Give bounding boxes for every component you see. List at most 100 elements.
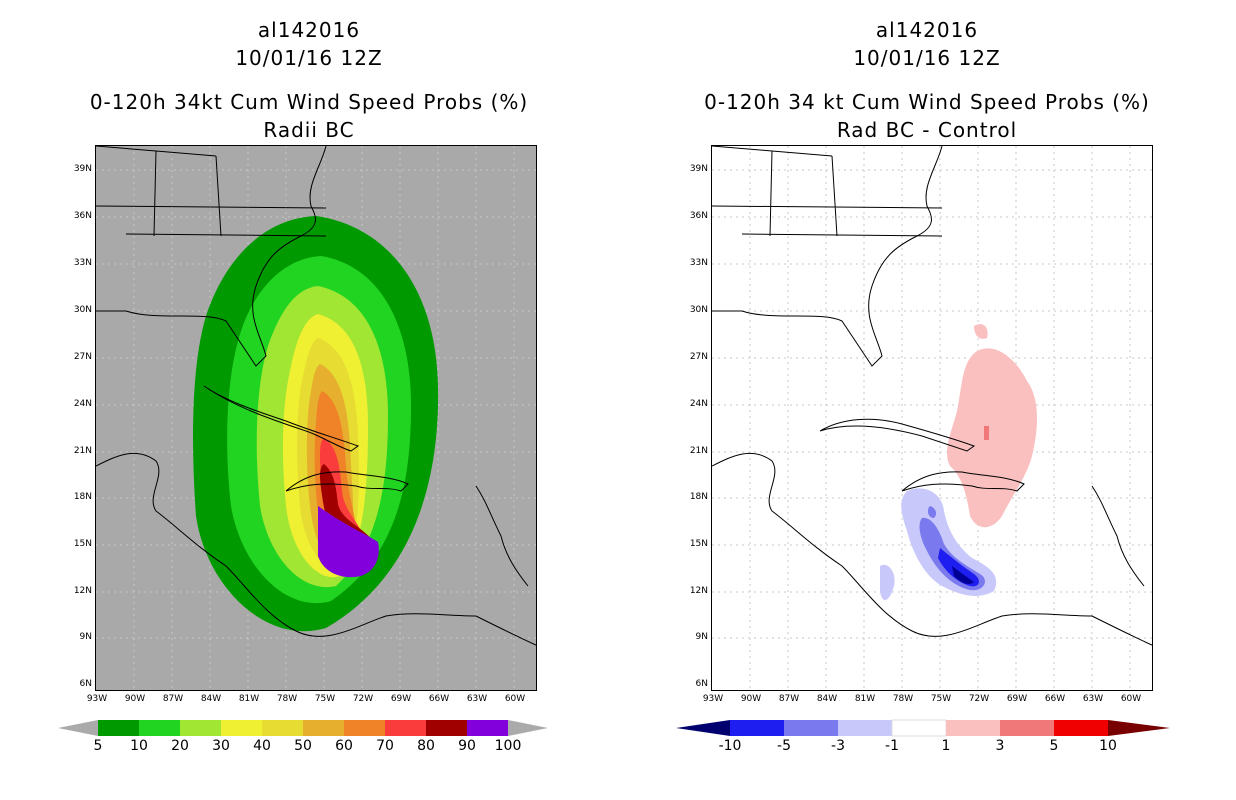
lat-label: 30N: [73, 305, 92, 315]
lon-label: 75W: [314, 694, 336, 704]
lat-label: 39N: [73, 164, 92, 174]
right-colorbar-swatch: [838, 720, 892, 736]
left-coastlines: [96, 146, 536, 646]
lon-label: 69W: [1006, 694, 1028, 704]
lon-label: 78W: [892, 694, 914, 704]
lon-label: 72W: [968, 694, 990, 704]
left-colorbar-label: 30: [212, 738, 230, 754]
left-storm-id: al142016: [257, 18, 361, 42]
lat-label: 6N: [79, 679, 92, 689]
left-datetime: 10/01/16 12Z: [235, 46, 383, 70]
lon-label: 60W: [504, 694, 526, 704]
lon-label: 72W: [352, 694, 374, 704]
right-colorbar-label: 1: [941, 738, 951, 754]
right-colorbar-label: -5: [777, 738, 791, 754]
lon-label: 66W: [1044, 694, 1066, 704]
lon-label: 81W: [854, 694, 876, 704]
right-colorbar-swatch: [1000, 720, 1054, 736]
lat-label: 36N: [689, 211, 708, 221]
lon-label: 90W: [124, 694, 146, 704]
lon-label: 63W: [1082, 694, 1104, 704]
right-colorbar-label: -10: [718, 738, 742, 754]
left-colorbar-high-arrow: [508, 720, 548, 736]
lat-label: 12N: [689, 586, 708, 596]
left-colorbar-swatch: [385, 720, 426, 736]
left-colorbar-label: 90: [458, 738, 476, 754]
left-colorbar-label: 10: [130, 738, 148, 754]
right-colorbar-swatch: [891, 719, 947, 737]
lat-label: 27N: [689, 352, 708, 362]
left-colorbar-swatch: [139, 720, 180, 736]
right-colorbar: [676, 719, 1170, 737]
lat-label: 33N: [689, 258, 708, 268]
right-colorbar-swatch: [730, 720, 784, 736]
lon-label: 93W: [702, 694, 724, 704]
lat-label: 9N: [79, 632, 92, 642]
left-probability-contours: [193, 216, 439, 632]
right-colorbar-label: -1: [885, 738, 899, 754]
left-colorbar-swatch: [262, 720, 303, 736]
lat-label: 18N: [73, 492, 92, 502]
lat-label: 27N: [73, 352, 92, 362]
left-colorbar-low-arrow: [58, 720, 98, 736]
lat-label: 15N: [73, 539, 92, 549]
left-map: [95, 145, 537, 691]
lon-label: 87W: [778, 694, 800, 704]
right-colorbar-swatch: [784, 720, 838, 736]
lon-label: 87W: [162, 694, 184, 704]
lat-label: 36N: [73, 211, 92, 221]
right-colorbar-label: 10: [1099, 738, 1117, 754]
right-colorbar-high-arrow: [1108, 720, 1170, 736]
lat-label: 21N: [689, 446, 708, 456]
left-colorbar-label: 70: [376, 738, 394, 754]
lon-label: 90W: [740, 694, 762, 704]
lon-label: 81W: [238, 694, 260, 704]
left-colorbar-label: 50: [294, 738, 312, 754]
lat-label: 6N: [695, 679, 708, 689]
lon-label: 93W: [86, 694, 108, 704]
left-colorbar-label: 100: [494, 738, 522, 754]
lon-label: 75W: [930, 694, 952, 704]
lat-label: 30N: [689, 305, 708, 315]
left-subtitle: Radii BC: [263, 118, 355, 142]
left-colorbar-swatch: [98, 720, 139, 736]
lat-label: 24N: [689, 399, 708, 409]
lat-label: 33N: [73, 258, 92, 268]
right-colorbar-label: 5: [1049, 738, 1059, 754]
right-map: [711, 145, 1153, 691]
lon-label: 84W: [816, 694, 838, 704]
left-colorbar-swatch: [344, 720, 385, 736]
lon-label: 60W: [1120, 694, 1142, 704]
right-product-title: 0-120h 34 kt Cum Wind Speed Probs (%): [704, 90, 1150, 114]
left-map-svg: [96, 146, 536, 690]
left-panel: al142016 10/01/16 12Z 0-120h 34kt Cum Wi…: [58, 18, 548, 754]
lat-label: 21N: [73, 446, 92, 456]
right-datetime: 10/01/16 12Z: [853, 46, 1001, 70]
right-colorbar-label: 3: [995, 738, 1005, 754]
right-coastlines: [712, 146, 1152, 646]
right-gridlines: [712, 146, 1152, 690]
right-subtitle: Rad BC - Control: [836, 118, 1018, 142]
lon-label: 78W: [276, 694, 298, 704]
right-negative-difference: [880, 488, 997, 601]
right-colorbar-low-arrow: [676, 720, 730, 736]
left-colorbar-label: 20: [171, 738, 189, 754]
right-panel: al142016 10/01/16 12Z 0-120h 34 kt Cum W…: [618, 0, 1236, 800]
left-colorbar: [58, 720, 548, 736]
left-colorbar-swatch: [426, 720, 467, 736]
left-colorbar-label: 40: [253, 738, 271, 754]
lon-label: 63W: [466, 694, 488, 704]
right-colorbar-swatch: [946, 720, 1000, 736]
lat-label: 39N: [689, 164, 708, 174]
lat-label: 24N: [73, 399, 92, 409]
lat-label: 15N: [689, 539, 708, 549]
left-colorbar-label: 80: [417, 738, 435, 754]
lon-label: 69W: [390, 694, 412, 704]
left-colorbar-label: 60: [335, 738, 353, 754]
left-colorbar-swatch: [221, 720, 262, 736]
right-colorbar-label: -3: [831, 738, 845, 754]
left-colorbar-swatch: [180, 720, 221, 736]
lat-label: 9N: [695, 632, 708, 642]
right-map-svg: [712, 146, 1152, 690]
lon-label: 84W: [200, 694, 222, 704]
